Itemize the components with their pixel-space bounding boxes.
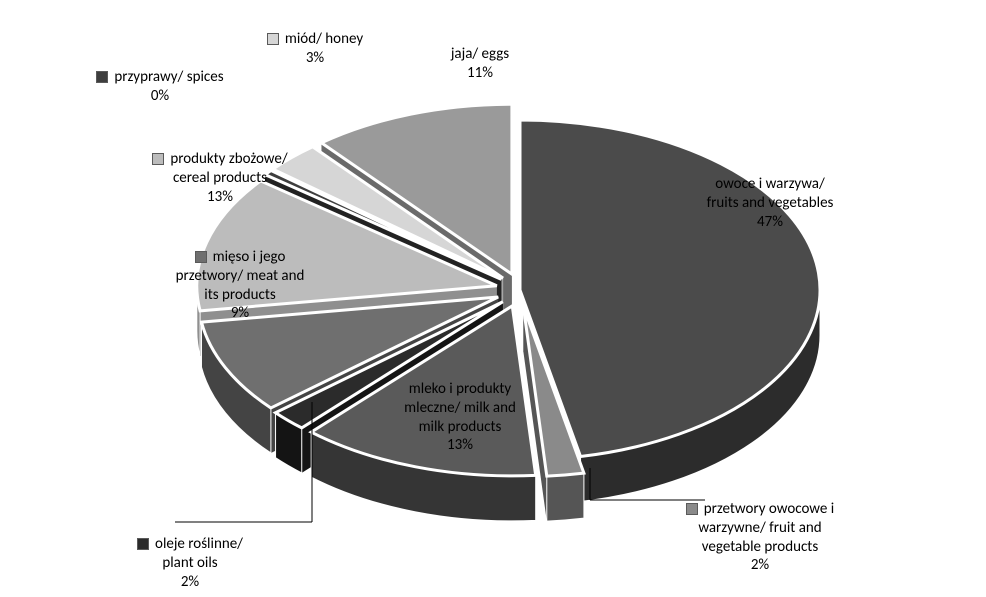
pie-chart-3d: owoce i warzywa/fruits and vegetables47%… xyxy=(0,0,986,597)
pie-svg xyxy=(0,0,986,597)
